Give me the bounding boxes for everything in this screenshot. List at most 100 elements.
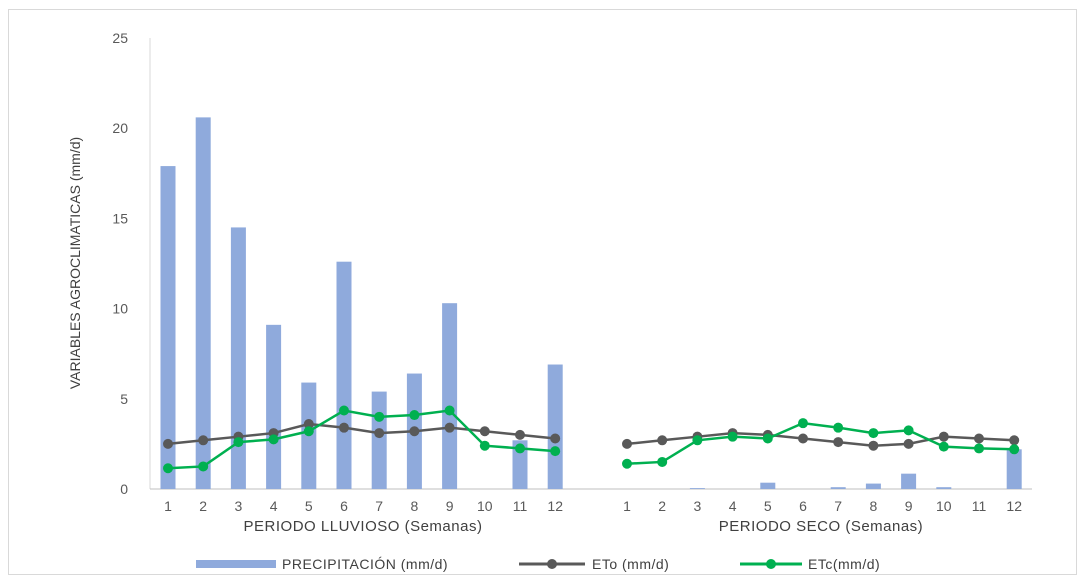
eto-point-9	[444, 422, 455, 433]
etc-point-15	[692, 435, 703, 446]
legend-swatch-precipitacion	[196, 560, 276, 568]
eto-point-11	[515, 429, 525, 440]
etc-line-group-2	[626, 421, 1015, 465]
x-tick-label-g2-4: 4	[729, 498, 737, 514]
precipitation-bar-6	[336, 261, 352, 489]
precipitation-bar-11	[512, 440, 528, 489]
x-tick-label-g1-3: 3	[235, 498, 243, 514]
eto-point-12	[550, 433, 561, 444]
x-tick-label-g1-1: 1	[164, 498, 172, 514]
eto-point-1	[163, 438, 173, 449]
eto-point-24	[1009, 435, 1020, 446]
group-label-lluvioso: PERIODO LLUVIOSO (Semanas)	[244, 518, 483, 535]
y-axis-title: VARIABLES AGROCLIMATICAS (mm/d)	[67, 137, 83, 389]
x-tick-label-g1-8: 8	[411, 498, 419, 514]
x-tick-label-g1-4: 4	[270, 498, 278, 514]
eto-line-group-1	[167, 422, 556, 446]
legend-marker-eto	[547, 559, 557, 569]
x-tick-label-g2-2: 2	[658, 498, 666, 514]
precipitation-bar-15	[689, 488, 705, 489]
precipitation-bar-7	[371, 391, 387, 489]
legend-label-etc: ETc(mm/d)	[808, 556, 880, 572]
eto-point-2	[198, 435, 209, 446]
etc-point-14	[657, 456, 668, 467]
x-tick-label-g1-2: 2	[199, 498, 207, 514]
precipitation-bar-3	[230, 227, 246, 490]
eto-point-7	[374, 428, 385, 439]
y-tick-label-20: 20	[112, 120, 128, 136]
precipitation-bar-9	[442, 303, 458, 489]
x-tick-label-g1-9: 9	[446, 498, 454, 514]
eto-point-19	[833, 437, 844, 448]
eto-point-5	[303, 419, 314, 430]
etc-point-3	[233, 437, 244, 448]
x-tick-label-g1-7: 7	[375, 498, 383, 514]
etc-point-18	[798, 418, 808, 429]
precipitation-bar-1	[160, 166, 176, 490]
x-tick-label-g2-3: 3	[694, 498, 702, 514]
precipitation-bar-24	[1006, 449, 1022, 489]
etc-point-7	[374, 411, 385, 422]
x-tick-label-g2-8: 8	[870, 498, 878, 514]
y-axis-ticks: 0 5 10 15 20 25	[112, 30, 128, 497]
x-tick-label-g1-6: 6	[340, 498, 348, 514]
x-tick-label-g2-10: 10	[936, 498, 952, 514]
x-tick-label-g1-11: 11	[513, 498, 528, 514]
x-tick-label-g1-12: 12	[547, 498, 563, 514]
etc-point-10	[479, 440, 490, 451]
y-tick-label-5: 5	[120, 391, 128, 407]
eto-point-13	[622, 438, 632, 449]
etc-point-8	[409, 410, 420, 421]
x-axis-ticks: 1 2 3 4 5 6 7 8 9 10 11 12 1 2 3 4 5 6 7 8 9 10 11 12	[164, 498, 1022, 514]
eto-point-23	[974, 433, 984, 444]
legend: PRECIPITACIÓN (mm/d) ETo (mm/d) ETc(mm/d…	[196, 556, 880, 572]
etc-point-1	[163, 463, 173, 474]
precipitation-bar-19	[830, 487, 846, 489]
eto-point-21	[903, 438, 914, 449]
series-lines	[163, 405, 1020, 474]
x-tick-label-g1-10: 10	[477, 498, 493, 514]
x-tick-label-g2-7: 7	[834, 498, 842, 514]
x-tick-label-g2-1: 1	[623, 498, 631, 514]
etc-point-5	[303, 426, 314, 437]
group-label-seco: PERIODO SECO (Semanas)	[719, 518, 923, 535]
y-tick-label-25: 25	[112, 30, 128, 46]
precipitation-bar-12	[547, 364, 563, 489]
x-tick-label-g2-5: 5	[764, 498, 772, 514]
y-tick-label-15: 15	[112, 210, 128, 226]
precipitation-bar-22	[936, 487, 952, 489]
x-tick-label-g2-6: 6	[799, 498, 807, 514]
eto-point-6	[339, 422, 349, 433]
precipitation-bar-17	[760, 482, 776, 489]
etc-point-20	[868, 428, 879, 439]
precipitation-bar-20	[865, 483, 881, 489]
x-tick-label-g2-9: 9	[905, 498, 913, 514]
precipitation-bars	[160, 117, 1022, 490]
etc-point-11	[515, 443, 525, 454]
eto-point-22	[938, 431, 949, 442]
etc-point-4	[268, 434, 279, 445]
legend-label-precipitacion: PRECIPITACIÓN (mm/d)	[282, 556, 448, 572]
eto-line-group-2	[626, 431, 1015, 447]
eto-point-20	[868, 440, 879, 451]
eto-point-18	[798, 433, 808, 444]
etc-point-22	[938, 441, 949, 452]
x-tick-label-g1-5: 5	[305, 498, 313, 514]
y-tick-label-0: 0	[120, 481, 128, 497]
etc-point-17	[762, 433, 773, 444]
precipitation-bar-2	[195, 117, 211, 489]
etc-point-16	[727, 431, 738, 442]
etc-point-13	[622, 458, 632, 469]
eto-point-14	[657, 435, 668, 446]
etc-point-2	[198, 461, 209, 472]
legend-marker-etc	[766, 559, 776, 569]
etc-point-23	[974, 443, 984, 454]
x-tick-label-g2-11: 11	[972, 498, 987, 514]
etc-point-9	[444, 405, 455, 416]
x-tick-label-g2-12: 12	[1006, 498, 1022, 514]
eto-point-10	[479, 426, 490, 437]
legend-label-eto: ETo (mm/d)	[592, 556, 669, 572]
etc-point-6	[339, 405, 349, 416]
etc-point-21	[903, 425, 914, 436]
